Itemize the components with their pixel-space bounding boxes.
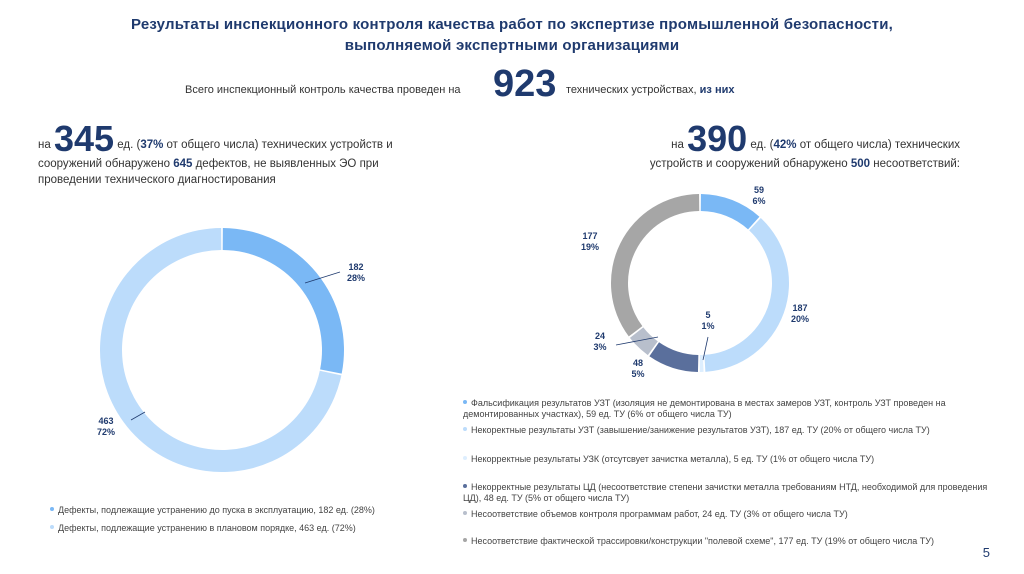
total-summary: Всего инспекционный контроль качества пр… (0, 64, 1024, 104)
right-text1: ед. ( (747, 139, 774, 151)
data-label-percent: 20% (791, 314, 809, 324)
data-label-percent: 5% (631, 369, 644, 379)
legend-label: Дефекты, подлежащие устранению до пуска … (58, 505, 375, 515)
data-label-value: 177 (582, 231, 597, 241)
data-label-value: 59 (754, 185, 764, 195)
page-title: Результаты инспекционного контроля качес… (0, 14, 1024, 56)
left-percent: 37% (140, 139, 164, 151)
right-count: 500 (850, 158, 871, 170)
right-big-number: 390 (687, 118, 748, 159)
data-label-percent: 3% (593, 342, 606, 352)
leader-line (615, 336, 659, 346)
legend-item: Дефекты, подлежащие устранению до пуска … (50, 505, 430, 515)
right-text2: от общего числа) технических устройств и… (649, 139, 960, 170)
data-label-value: 182 (348, 262, 363, 272)
right-text3: несоответствий: (870, 158, 960, 170)
total-suffix-text: технических устройствах, (566, 84, 697, 96)
legend-item: Некорректные результаты ЦД (несоответств… (463, 482, 993, 504)
data-label-value: 48 (633, 358, 643, 368)
data-label-percent: 1% (701, 321, 714, 331)
legend-bullet-icon (463, 400, 467, 404)
legend-label: Несоответствие фактической трассировки/к… (471, 536, 934, 546)
legend-bullet-icon (50, 507, 54, 511)
title-line-2: выполняемой экспертными организациями (344, 37, 680, 54)
left-defects-count: 645 (173, 158, 193, 170)
data-label-percent: 72% (97, 427, 115, 437)
right-pre: на (671, 139, 684, 151)
total-prefix: Всего инспекционный контроль качества пр… (185, 84, 461, 96)
legend-bullet-icon (463, 456, 467, 460)
donut-slice (610, 194, 700, 337)
legend-label: Некорректные результаты УЗК (отсутсвует … (471, 454, 875, 464)
legend-item: Дефекты, подлежащие устранению в планово… (50, 523, 430, 533)
legend-bullet-icon (463, 427, 467, 431)
data-label-value: 5 (705, 310, 710, 320)
legend-label: Фальсификация результатов УЗТ (изоляция … (463, 398, 946, 419)
total-suffix: технических устройствах, из них (566, 84, 734, 96)
legend-label: Несоответствие объемов контроля программ… (471, 509, 848, 519)
legend-item: Несоответствие объемов контроля программ… (463, 509, 993, 520)
left-text3: дефектов, не выявленных ЭО при проведени… (38, 158, 379, 186)
legend-bullet-icon (463, 538, 467, 542)
legend-item: Фальсификация результатов УЗТ (изоляция … (463, 398, 993, 420)
donut-slice (699, 354, 704, 372)
data-label-value: 463 (98, 416, 113, 426)
legend-item: Несоответствие фактической трассировки/к… (463, 536, 993, 547)
donut-slice (704, 217, 790, 372)
page-number: 5 (982, 545, 990, 560)
total-suffix-bold: из них (699, 84, 735, 96)
leader-line (130, 411, 146, 421)
left-text1: ед. ( (114, 139, 141, 151)
left-legend: Дефекты, подлежащие устранению до пуска … (50, 505, 430, 541)
title-line-1: Результаты инспекционного контроля качес… (130, 16, 894, 33)
data-label-value: 24 (595, 331, 605, 341)
donut-slice (700, 194, 760, 230)
donut-slice (222, 228, 344, 374)
left-intro-text: на 345 ед. (37% от общего числа) техниче… (38, 121, 438, 188)
legend-item: Некорректные результаты УЗК (отсутсвует … (463, 454, 993, 465)
left-text2: от общего числа) технических устройств и… (38, 139, 393, 170)
total-number: 923 (493, 63, 557, 105)
legend-label: Дефекты, подлежащие устранению в планово… (58, 523, 356, 533)
data-label-percent: 19% (581, 242, 599, 252)
right-percent: 42% (773, 139, 797, 151)
legend-item: Некоректные результаты УЗТ (завышение/за… (463, 425, 993, 436)
legend-label: Некоректные результаты УЗТ (завышение/за… (471, 425, 930, 435)
data-label-percent: 6% (752, 196, 765, 206)
donut-slice (629, 327, 658, 356)
legend-label: Некорректные результаты ЦД (несоответств… (463, 482, 988, 503)
left-big-number: 345 (53, 118, 115, 159)
data-label-percent: 28% (347, 273, 365, 283)
legend-bullet-icon (463, 484, 467, 488)
leader-line (304, 271, 341, 284)
data-label-value: 187 (792, 303, 807, 313)
donut-slice (649, 342, 699, 372)
leader-line (702, 336, 709, 361)
legend-bullet-icon (463, 511, 467, 515)
right-intro-text: на 390 ед. (42% от общего числа) техниче… (640, 121, 960, 172)
legend-bullet-icon (50, 525, 54, 529)
left-pre: на (38, 139, 51, 151)
